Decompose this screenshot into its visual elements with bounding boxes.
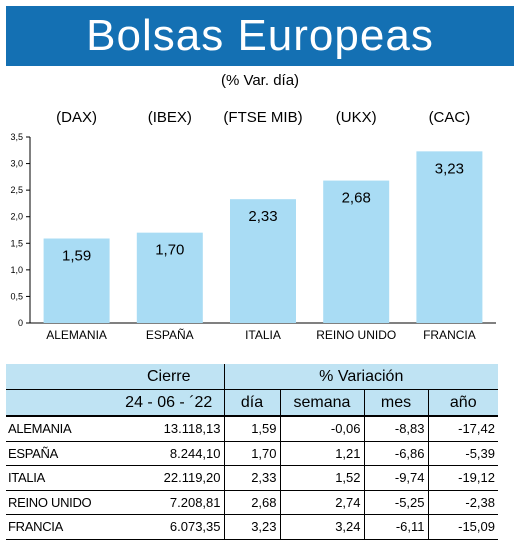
header-semana: semana bbox=[279, 389, 364, 417]
bar bbox=[323, 180, 390, 323]
header-cierre: Cierre bbox=[114, 364, 224, 390]
header-dia: día bbox=[223, 389, 280, 417]
market-table: Cierre % Variación 24 - 06 - ´22 día sem… bbox=[6, 364, 498, 540]
bar-value-label: 1,70 bbox=[155, 242, 184, 259]
bar-value-label: 3,23 bbox=[435, 160, 464, 177]
y-tick-label: 0 bbox=[18, 318, 23, 328]
header-mes: mes bbox=[363, 389, 428, 417]
table-column-header: 24 - 06 - ´22 día semana mes año bbox=[6, 389, 498, 417]
cell-dia: 2,33 bbox=[223, 465, 280, 491]
bar bbox=[416, 151, 483, 323]
category-label: FRANCIA bbox=[423, 328, 476, 342]
y-tick-label: 3,5 bbox=[10, 132, 23, 142]
y-tick-label: 1,5 bbox=[10, 238, 23, 248]
table-row: ALEMANIA 13.118,13 1,59 -0,06 -8,83 -17,42 bbox=[6, 416, 498, 442]
cell-mes: -6,11 bbox=[363, 514, 428, 540]
y-tick-label: 2,0 bbox=[10, 212, 23, 222]
chart-subtitle: (% Var. día) bbox=[220, 72, 300, 89]
cell-dia: 2,68 bbox=[223, 490, 280, 515]
index-label: (FTSE MIB) bbox=[223, 109, 302, 126]
table-row: ESPAÑA 8.244,10 1,70 1,21 -6,86 -5,39 bbox=[6, 441, 498, 466]
cell-country: REINO UNIDO bbox=[6, 490, 114, 515]
cell-cierre: 22.119,20 bbox=[114, 465, 224, 491]
page-title: Bolsas Europeas bbox=[86, 11, 434, 60]
cell-country: ALEMANIA bbox=[6, 416, 114, 442]
cell-semana: 1,52 bbox=[279, 465, 364, 491]
y-tick-label: 3,0 bbox=[10, 159, 23, 169]
bar-chart: 0 0,5 1,0 1,5 2,0 2,5 3,0 3,5 (DAX) 1,59 ALEMANIA (… bbox=[10, 109, 496, 342]
cell-mes: -9,74 bbox=[363, 465, 428, 491]
category-label: ALEMANIA bbox=[46, 328, 107, 342]
header-anio: año bbox=[427, 389, 498, 417]
cell-dia: 3,23 bbox=[223, 514, 280, 540]
bar bbox=[43, 238, 110, 323]
header-variacion: % Variación bbox=[223, 364, 498, 390]
table-group-header: Cierre % Variación bbox=[6, 364, 498, 390]
cell-dia: 1,59 bbox=[223, 416, 280, 442]
index-label: (UKX) bbox=[336, 109, 377, 126]
cell-anio: -2,38 bbox=[427, 490, 498, 515]
market-table-container: Cierre % Variación 24 - 06 - ´22 día sem… bbox=[6, 364, 498, 540]
title-banner: Bolsas Europeas bbox=[6, 6, 514, 66]
cell-country: ITALIA bbox=[6, 465, 114, 491]
bar bbox=[136, 232, 203, 323]
header-blank bbox=[6, 364, 114, 390]
cell-mes: -8,83 bbox=[363, 416, 428, 442]
header-blank-2 bbox=[6, 389, 114, 417]
table-row: ITALIA 22.119,20 2,33 1,52 -9,74 -19,12 bbox=[6, 465, 498, 491]
cell-anio: -5,39 bbox=[427, 441, 498, 466]
cell-semana: -0,06 bbox=[279, 416, 364, 442]
cell-anio: -19,12 bbox=[427, 465, 498, 491]
bar-value-label: 2,68 bbox=[342, 190, 371, 207]
cell-semana: 1,21 bbox=[279, 441, 364, 466]
cell-cierre: 7.208,81 bbox=[114, 490, 224, 515]
cell-dia: 1,70 bbox=[223, 441, 280, 466]
cell-semana: 3,24 bbox=[279, 514, 364, 540]
y-tick-label: 1,0 bbox=[10, 265, 23, 275]
index-label: (IBEX) bbox=[148, 109, 192, 126]
y-tick-label: 2,5 bbox=[10, 185, 23, 195]
cell-country: FRANCIA bbox=[6, 514, 114, 540]
category-label: REINO UNIDO bbox=[316, 328, 396, 342]
table-row: FRANCIA 6.073,35 3,23 3,24 -6,11 -15,09 bbox=[6, 514, 498, 540]
index-label: (CAC) bbox=[429, 109, 471, 126]
category-label: ESPAÑA bbox=[146, 328, 194, 342]
cell-semana: 2,74 bbox=[279, 490, 364, 515]
cell-mes: -5,25 bbox=[363, 490, 428, 515]
bar-value-label: 2,33 bbox=[248, 208, 277, 225]
bar-value-label: 1,59 bbox=[62, 248, 91, 265]
cell-anio: -17,42 bbox=[427, 416, 498, 442]
cell-anio: -15,09 bbox=[427, 514, 498, 540]
index-label: (DAX) bbox=[56, 109, 97, 126]
bar bbox=[230, 199, 296, 323]
cell-cierre: 13.118,13 bbox=[114, 416, 224, 442]
cell-country: ESPAÑA bbox=[6, 441, 114, 466]
y-tick-label: 0,5 bbox=[10, 291, 23, 301]
table-row: REINO UNIDO 7.208,81 2,68 2,74 -5,25 -2,38 bbox=[6, 490, 498, 515]
cell-mes: -6,86 bbox=[363, 441, 428, 466]
category-label: ITALIA bbox=[245, 328, 281, 342]
header-date: 24 - 06 - ´22 bbox=[114, 389, 224, 417]
cell-cierre: 6.073,35 bbox=[114, 514, 224, 540]
cell-cierre: 8.244,10 bbox=[114, 441, 224, 466]
